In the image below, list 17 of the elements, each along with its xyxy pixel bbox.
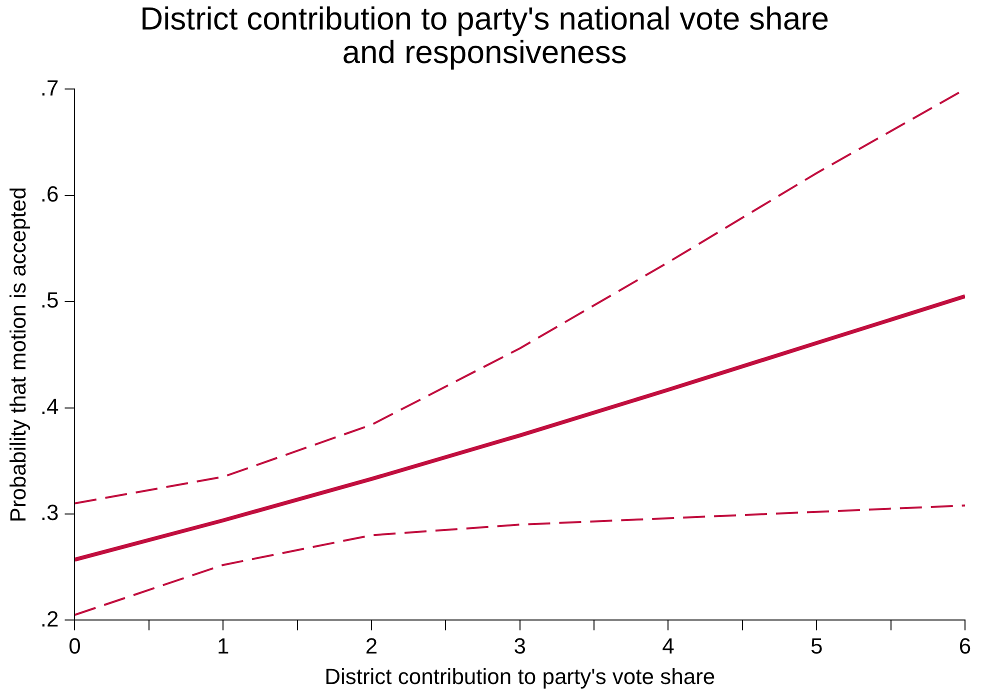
x-tick-label: 4 [662,633,674,658]
y-tick-label: .2 [40,606,59,632]
y-tick-label: .4 [40,394,59,419]
x-tick-label: 6 [958,633,972,658]
chart-title: District contribution to party's national vote share and responsiveness [140,0,830,70]
x-tick-label: 0 [68,633,81,658]
y-tick-label: .6 [40,181,59,206]
x-tick-label: 1 [217,633,230,658]
y-tick-label: .3 [40,500,59,526]
x-tick-label: 3 [514,633,526,658]
x-axis-title: District contribution to party's vote share [324,664,716,689]
line-series [74,504,965,616]
y-tick-label: .7 [40,75,59,100]
x-tick-label: 2 [365,633,378,658]
x-tick-label: 5 [810,633,823,658]
y-tick-label: .5 [40,288,59,313]
y-axis-title: Probability that motion is accepted [5,187,30,522]
